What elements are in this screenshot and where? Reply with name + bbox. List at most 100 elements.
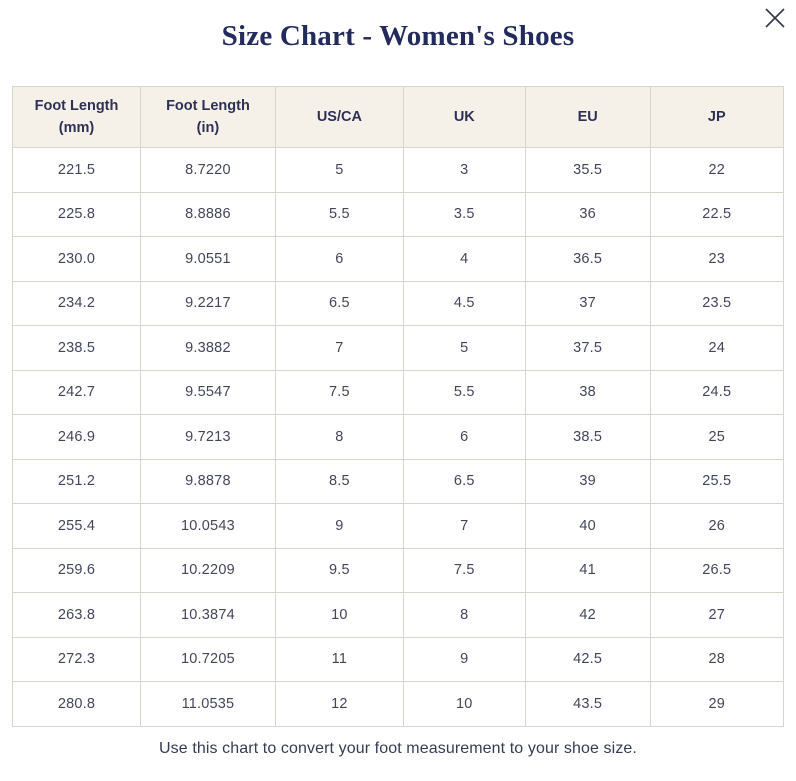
cell-jp: 24.5 <box>649 369 785 415</box>
cell-eu: 38 <box>524 369 651 415</box>
cell-foot-length-in: 10.3874 <box>139 592 276 638</box>
cell-uk: 7.5 <box>402 547 526 593</box>
cell-uk: 10 <box>402 681 526 727</box>
cell-us-ca: 9.5 <box>274 547 404 593</box>
cell-us-ca: 12 <box>274 681 404 727</box>
table-row: 272.3 10.7205 11 9 42.5 28 <box>12 636 785 682</box>
cell-us-ca: 6.5 <box>274 280 404 326</box>
cell-uk: 8 <box>402 592 526 638</box>
cell-foot-length-in: 9.0551 <box>139 236 276 282</box>
cell-jp: 22.5 <box>649 191 785 237</box>
cell-foot-length-mm: 272.3 <box>12 636 141 682</box>
column-header-us-ca: US/CA <box>274 86 404 148</box>
cell-foot-length-mm: 280.8 <box>12 681 141 727</box>
cell-foot-length-in: 8.7220 <box>139 147 276 193</box>
cell-jp: 28 <box>649 636 785 682</box>
cell-eu: 38.5 <box>524 414 651 460</box>
cell-jp: 26.5 <box>649 547 785 593</box>
cell-uk: 3.5 <box>402 191 526 237</box>
cell-uk: 7 <box>402 503 526 549</box>
close-icon <box>763 6 787 30</box>
cell-foot-length-mm: 225.8 <box>12 191 141 237</box>
cell-jp: 25.5 <box>649 458 785 504</box>
cell-jp: 23 <box>649 236 785 282</box>
size-chart-table: Foot Length (mm) Foot Length (in) US/CA … <box>12 86 785 727</box>
cell-foot-length-in: 9.3882 <box>139 325 276 371</box>
cell-eu: 36 <box>524 191 651 237</box>
cell-foot-length-mm: 255.4 <box>12 503 141 549</box>
cell-uk: 5 <box>402 325 526 371</box>
cell-foot-length-mm: 230.0 <box>12 236 141 282</box>
cell-eu: 39 <box>524 458 651 504</box>
cell-eu: 40 <box>524 503 651 549</box>
table-row: 230.0 9.0551 6 4 36.5 23 <box>12 236 785 282</box>
cell-foot-length-mm: 263.8 <box>12 592 141 638</box>
table-header-row: Foot Length (mm) Foot Length (in) US/CA … <box>12 86 785 148</box>
column-header-jp: JP <box>649 86 785 148</box>
cell-eu: 35.5 <box>524 147 651 193</box>
cell-eu: 42 <box>524 592 651 638</box>
cell-foot-length-mm: 234.2 <box>12 280 141 326</box>
cell-us-ca: 9 <box>274 503 404 549</box>
table-row: 263.8 10.3874 10 8 42 27 <box>12 592 785 638</box>
column-header-foot-length-in: Foot Length (in) <box>139 86 276 148</box>
cell-foot-length-mm: 246.9 <box>12 414 141 460</box>
cell-foot-length-in: 9.5547 <box>139 369 276 415</box>
column-header-foot-length-mm: Foot Length (mm) <box>12 86 141 148</box>
cell-eu: 41 <box>524 547 651 593</box>
cell-foot-length-in: 9.8878 <box>139 458 276 504</box>
cell-foot-length-mm: 221.5 <box>12 147 141 193</box>
cell-us-ca: 5 <box>274 147 404 193</box>
cell-jp: 25 <box>649 414 785 460</box>
column-header-eu: EU <box>524 86 651 148</box>
cell-us-ca: 6 <box>274 236 404 282</box>
cell-foot-length-in: 9.2217 <box>139 280 276 326</box>
table-row: 255.4 10.0543 9 7 40 26 <box>12 503 785 549</box>
cell-us-ca: 10 <box>274 592 404 638</box>
table-row: 251.2 9.8878 8.5 6.5 39 25.5 <box>12 458 785 504</box>
cell-jp: 29 <box>649 681 785 727</box>
cell-uk: 4.5 <box>402 280 526 326</box>
table-row: 221.5 8.7220 5 3 35.5 22 <box>12 147 785 193</box>
close-button[interactable] <box>761 4 789 32</box>
table-row: 238.5 9.3882 7 5 37.5 24 <box>12 325 785 371</box>
cell-foot-length-in: 10.2209 <box>139 547 276 593</box>
cell-foot-length-mm: 251.2 <box>12 458 141 504</box>
cell-us-ca: 5.5 <box>274 191 404 237</box>
cell-foot-length-mm: 238.5 <box>12 325 141 371</box>
cell-uk: 6.5 <box>402 458 526 504</box>
cell-foot-length-in: 10.0543 <box>139 503 276 549</box>
cell-jp: 23.5 <box>649 280 785 326</box>
cell-uk: 5.5 <box>402 369 526 415</box>
cell-eu: 37 <box>524 280 651 326</box>
cell-eu: 37.5 <box>524 325 651 371</box>
cell-jp: 24 <box>649 325 785 371</box>
page-title: Size Chart - Women's Shoes <box>221 20 575 52</box>
cell-us-ca: 7.5 <box>274 369 404 415</box>
table-body: 221.5 8.7220 5 3 35.5 22 225.8 8.8886 5.… <box>12 147 785 727</box>
cell-foot-length-in: 11.0535 <box>139 681 276 727</box>
cell-jp: 22 <box>649 147 785 193</box>
cell-eu: 43.5 <box>524 681 651 727</box>
cell-us-ca: 7 <box>274 325 404 371</box>
cell-eu: 36.5 <box>524 236 651 282</box>
cell-foot-length-in: 8.8886 <box>139 191 276 237</box>
cell-uk: 4 <box>402 236 526 282</box>
column-header-uk: UK <box>402 86 526 148</box>
footer-note: Use this chart to convert your foot meas… <box>159 739 637 757</box>
table-row: 280.8 11.0535 12 10 43.5 29 <box>12 681 785 727</box>
cell-us-ca: 8.5 <box>274 458 404 504</box>
table-row: 225.8 8.8886 5.5 3.5 36 22.5 <box>12 191 785 237</box>
cell-eu: 42.5 <box>524 636 651 682</box>
cell-jp: 27 <box>649 592 785 638</box>
table-row: 259.6 10.2209 9.5 7.5 41 26.5 <box>12 547 785 593</box>
cell-foot-length-in: 9.7213 <box>139 414 276 460</box>
cell-foot-length-mm: 242.7 <box>12 369 141 415</box>
cell-foot-length-in: 10.7205 <box>139 636 276 682</box>
cell-uk: 3 <box>402 147 526 193</box>
cell-us-ca: 11 <box>274 636 404 682</box>
cell-uk: 9 <box>402 636 526 682</box>
table-row: 246.9 9.7213 8 6 38.5 25 <box>12 414 785 460</box>
cell-jp: 26 <box>649 503 785 549</box>
